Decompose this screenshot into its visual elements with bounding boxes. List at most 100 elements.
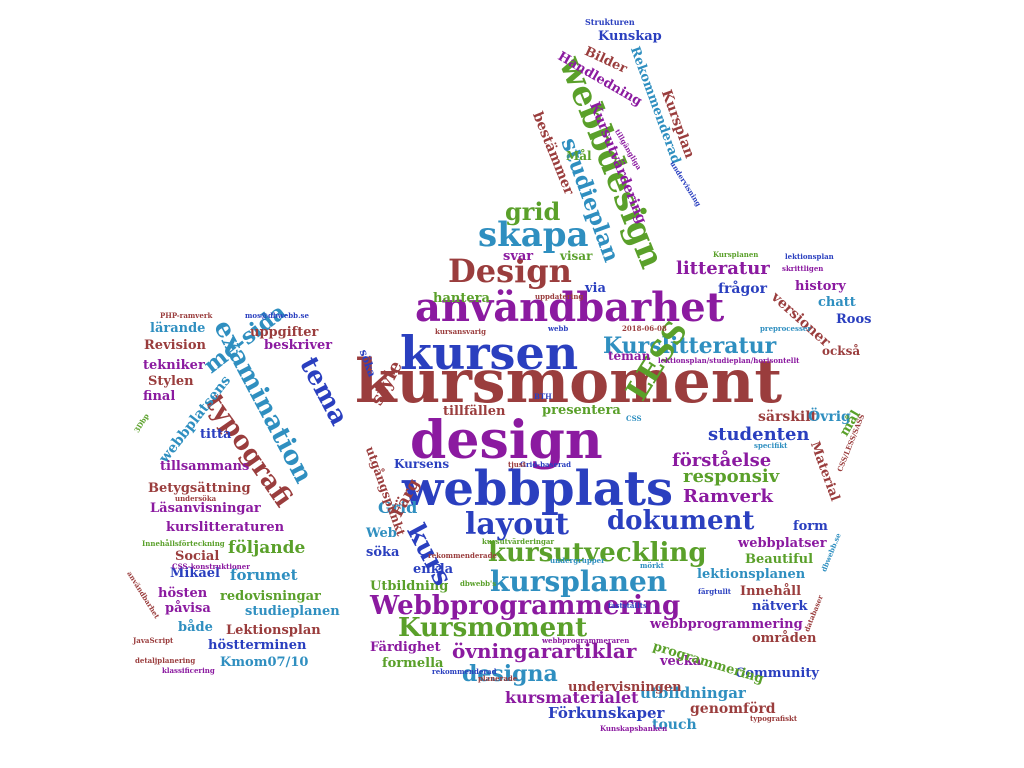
cloud-word: vecka [660,654,702,669]
cloud-word: kurslitteraturen [166,520,285,535]
cloud-word: teman [608,349,651,363]
cloud-word: webb [548,324,569,333]
cloud-word: kursmaterialet [505,688,639,707]
cloud-word: tema [293,352,355,431]
cloud-word: Läsanvisningar [150,501,261,516]
cloud-word: Grid [378,498,418,517]
cloud-word: undervisning [668,159,704,209]
cloud-word: final [143,389,176,404]
cloud-word: klassificering [162,666,215,675]
cloud-word: uppdatering [535,292,584,301]
cloud-word: Kmom07/10 [220,655,309,670]
cloud-word: preprocesser [760,324,812,333]
cloud-word: både [178,620,213,635]
cloud-word: tjust [508,460,527,469]
cloud-word: Utbildning [370,579,449,594]
cloud-word: webbprogrammeraren [542,636,630,645]
cloud-word: Förkunskaper [548,704,665,722]
cloud-word: undersöka [175,494,217,503]
cloud-word: kursansvarig [435,327,486,336]
cloud-word: design [410,410,603,471]
cloud-word: tillfällen [443,404,506,419]
cloud-word: webbplats [402,461,674,517]
cloud-word: Betygsättning [148,481,251,496]
cloud-word: tekniker [143,358,205,373]
cloud-word: responsiv [683,466,780,487]
cloud-word: söka [366,545,400,560]
cloud-word: formella [382,656,444,671]
cloud-word: Webbprogrammering [370,591,681,621]
cloud-word: forumet [230,566,298,584]
cloud-word: webbplatser [738,536,827,551]
cloud-word: planerade [478,674,518,683]
cloud-word: Lektionsplan [226,623,321,638]
cloud-word: följande [228,538,306,558]
cloud-word: titta [200,427,232,442]
cloud-word: Design [448,252,572,290]
cloud-word: förståelse [672,450,772,471]
cloud-word: grid [505,197,561,226]
cloud-word: JavaScript [133,636,174,645]
cloud-word: lektionsplan [785,252,834,261]
cloud-word: undergrupper [550,556,605,565]
cloud-word: Community [735,666,819,681]
cloud-word: utbildningar [640,684,746,702]
cloud-word: mos@dbwebb.se [245,311,309,320]
cloud-word: kursen [400,326,579,380]
cloud-word: Kursmoment [398,613,588,643]
cloud-word: svar [503,249,534,264]
cloud-word: nätverk [752,599,808,614]
cloud-word: presentera [542,403,621,418]
cloud-word: Innehåll [740,584,802,599]
cloud-word: Mikael [170,566,220,581]
cloud-word: kursutvärderingar [482,537,555,546]
cloud-word: också [822,344,861,358]
cloud-word: Social [175,549,220,564]
cloud-word: CSS-konstruktioner [172,562,250,571]
cloud-word: kursmoment [355,347,783,417]
cloud-word: detaljplanering [135,656,196,665]
cloud-word: dbwebb's [460,579,497,588]
cloud-word: Revision [144,338,206,353]
cloud-word: Färdighet [370,640,441,655]
cloud-word: designa [462,661,558,687]
cloud-word: Övrig [808,409,851,425]
cloud-word: studenten [708,424,810,445]
cloud-word: form [793,519,828,534]
cloud-word: undervisningen [568,680,682,695]
cloud-word: kursutveckling [488,538,707,568]
cloud-word: typografiskt [750,714,798,723]
cloud-word: genomförd [690,701,776,717]
cloud-word: områden [752,631,817,646]
cloud-word: mörkt [640,561,664,570]
cloud-word: användbarhet [125,569,162,621]
cloud-word: användbarhet [415,284,725,331]
cloud-word: litteratur [676,258,770,279]
cloud-word: Innehållsförteckning [142,539,225,548]
cloud-word: beskriver [264,338,333,353]
cloud-word: Material [806,439,843,504]
cloud-word: chatt [818,295,856,310]
cloud-word: färgtullt [698,587,732,596]
cloud-word: touch [652,717,697,733]
cloud-word: Kursplanen [713,250,759,259]
cloud-word: Strukturen [585,17,635,27]
cloud-word: fastställts [608,601,647,610]
cloud-word: lektionsplanen [697,567,806,582]
cloud-word: Beautiful [745,552,814,567]
cloud-word: layout [465,507,569,542]
cloud-word: skrittligen [782,264,824,273]
cloud-word: Roos [836,312,872,327]
cloud-word: BTH [534,392,552,401]
cloud-word: visar [560,249,593,263]
cloud-word: Web [366,526,397,541]
cloud-word: dokument [607,506,755,536]
cloud-word: frågor [718,281,767,297]
cloud-word: studieplanen [245,604,340,619]
cloud-word: 3Dbp [132,411,151,435]
cloud-word: rekommenderade [428,551,497,560]
cloud-word: Mål [566,149,592,163]
cloud-word: via [585,281,606,296]
cloud-word: höstterminen [208,638,307,653]
cloud-word: Kunskapsbanken [600,724,668,733]
